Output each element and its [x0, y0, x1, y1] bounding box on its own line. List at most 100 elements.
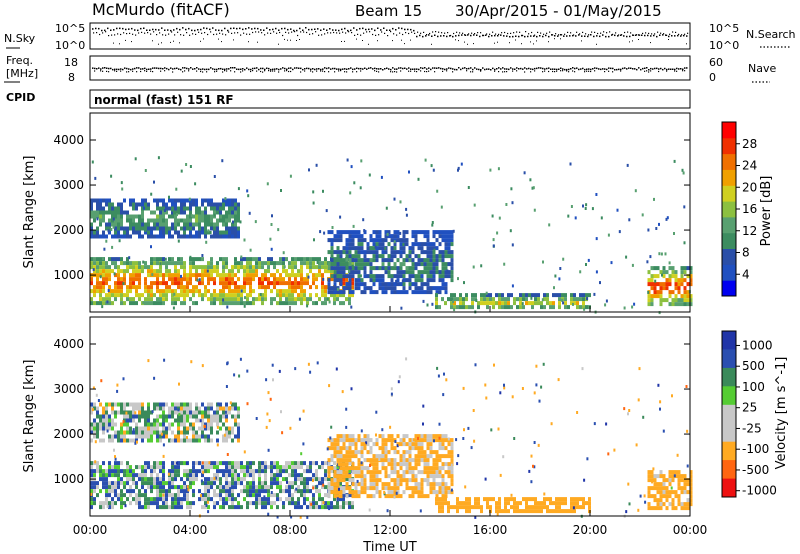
echo-cell [147, 206, 150, 211]
echo-cell [396, 486, 400, 491]
noise-search-point [645, 32, 647, 34]
echo-cell [162, 481, 165, 486]
echo-cell [246, 481, 249, 486]
echo-cell [315, 301, 318, 306]
echo-cell [441, 505, 444, 510]
echo-cell [93, 485, 96, 490]
echo-cell [264, 297, 267, 302]
noise-sky-point [98, 27, 100, 30]
noise-search-point [567, 31, 569, 33]
colorbar-swatch [722, 280, 736, 297]
echo-cell [363, 482, 367, 487]
echo-point [405, 213, 408, 217]
noise-search-point [420, 32, 422, 34]
echo-cell [216, 414, 219, 419]
echo-cell [174, 297, 177, 302]
echo-cell [273, 281, 276, 286]
freq-point [244, 68, 246, 71]
echo-point [503, 383, 505, 387]
echo-cell [174, 418, 177, 423]
echo-cell [189, 402, 192, 407]
echo-cell [108, 501, 111, 506]
echo-cell [231, 481, 234, 486]
noise-sky-point [200, 40, 201, 42]
echo-cell [342, 462, 346, 467]
echo-cell [243, 265, 246, 270]
echo-cell [333, 282, 337, 287]
echo-cell [360, 266, 364, 271]
noise-sky-point [521, 34, 523, 37]
echo-cell [683, 474, 687, 479]
echo-cell [659, 470, 663, 475]
echo-cell [120, 301, 123, 306]
echo-cell [189, 505, 192, 510]
echo-cell [348, 461, 351, 466]
echo-cell [674, 298, 678, 303]
echo-cell [228, 297, 231, 302]
echo-cell [393, 486, 397, 491]
echo-cell [180, 198, 183, 203]
echo-point [523, 171, 526, 175]
echo-cell [683, 298, 687, 303]
echo-cell [405, 254, 409, 259]
noise-sky-point [281, 27, 283, 30]
echo-cell [159, 497, 162, 502]
echo-cell [414, 462, 418, 467]
echo-cell [393, 478, 397, 483]
echo-cell [168, 269, 171, 274]
echo-cell [138, 505, 141, 510]
echo-cell [264, 273, 267, 278]
echo-cell [216, 226, 219, 231]
echo-cell [258, 481, 261, 486]
echo-cell [327, 470, 331, 475]
echo-point [635, 443, 638, 447]
echo-cell [495, 505, 498, 510]
echo-cell [345, 501, 348, 506]
echo-cell [270, 493, 273, 498]
echo-cell [258, 497, 261, 502]
echo-cell [285, 469, 288, 474]
noise-sky-point [104, 29, 106, 32]
echo-cell [674, 278, 678, 283]
echo-cell [345, 274, 349, 279]
echo-cell [210, 477, 213, 482]
echo-cell [132, 481, 135, 486]
echo-cell [357, 434, 361, 439]
echo-cell [186, 406, 189, 411]
noise-sky-point [530, 41, 531, 43]
echo-cell [498, 509, 501, 514]
echo-cell [441, 474, 445, 479]
echo-cell [375, 478, 379, 483]
echo-cell [291, 257, 294, 262]
echo-cell [114, 226, 117, 231]
echo-cell [132, 218, 135, 223]
echo-cell [189, 406, 192, 411]
echo-cell [363, 490, 367, 495]
echo-cell [303, 289, 306, 294]
echo-cell [393, 446, 397, 451]
echo-cell [363, 486, 367, 491]
echo-cell [168, 289, 171, 294]
echo-cell [351, 494, 355, 499]
echo-cell [665, 498, 669, 503]
noise-search-point [609, 31, 611, 33]
echo-cell [138, 402, 141, 407]
echo-cell [510, 497, 513, 502]
echo-cell [204, 293, 207, 298]
echo-cell [402, 458, 406, 463]
freq-point [592, 68, 594, 70]
echo-cell [294, 469, 297, 474]
echo-cell [234, 234, 237, 239]
echo-cell [195, 406, 198, 411]
echo-cell [426, 494, 430, 499]
echo-cell [198, 497, 201, 502]
echo-point [574, 216, 577, 220]
echo-cell [129, 234, 132, 239]
noise-sky-point [587, 35, 589, 38]
noise-search-point [516, 31, 518, 33]
freq-point [372, 68, 374, 70]
echo-cell [192, 422, 195, 427]
echo-cell [378, 238, 382, 243]
noise-sky-point [359, 27, 361, 30]
echo-cell [168, 230, 171, 235]
